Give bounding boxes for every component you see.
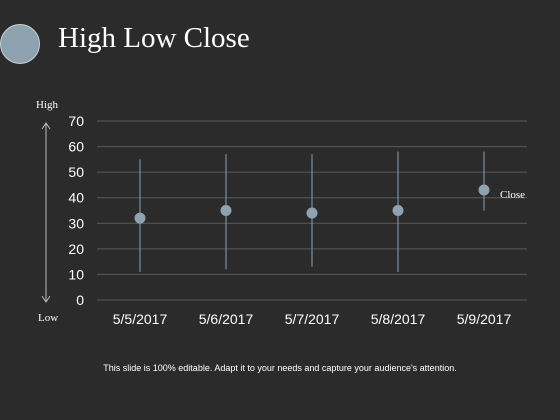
x-tick-label: 5/8/2017 xyxy=(371,311,426,327)
low-arrow-label: Low xyxy=(38,312,59,324)
close-series-label: Close xyxy=(500,189,525,201)
y-axis-ticks: 0 10 20 30 40 50 60 70 xyxy=(68,113,84,308)
footer-note: This slide is 100% editable. Adapt it to… xyxy=(103,363,457,373)
y-tick-label: 30 xyxy=(68,215,84,231)
y-tick-label: 20 xyxy=(68,241,84,257)
y-tick-label: 0 xyxy=(76,292,84,308)
x-tick-label: 5/5/2017 xyxy=(113,311,168,327)
close-marker xyxy=(134,212,146,224)
y-tick-label: 60 xyxy=(68,139,84,155)
close-marker xyxy=(306,207,318,219)
high-low-arrow xyxy=(41,122,51,303)
y-tick-label: 10 xyxy=(68,266,84,282)
page-title: High Low Close xyxy=(58,22,250,54)
y-tick-label: 50 xyxy=(68,164,84,180)
close-marker xyxy=(220,205,232,216)
x-axis-ticks: 5/5/2017 5/6/2017 5/7/2017 5/8/2017 5/9/2017 xyxy=(113,311,512,327)
x-tick-label: 5/7/2017 xyxy=(285,311,340,327)
close-marker xyxy=(392,205,404,216)
arrow-head-up xyxy=(41,122,51,130)
close-marker xyxy=(478,184,490,196)
arrow-head-down xyxy=(41,295,51,303)
y-tick-label: 70 xyxy=(68,113,84,129)
data-marks xyxy=(134,151,490,272)
x-tick-label: 5/9/2017 xyxy=(457,311,512,327)
high-arrow-label: High xyxy=(36,99,58,111)
x-tick-label: 5/6/2017 xyxy=(199,311,254,327)
title-circle-decoration xyxy=(0,24,40,64)
y-tick-label: 40 xyxy=(68,190,84,206)
